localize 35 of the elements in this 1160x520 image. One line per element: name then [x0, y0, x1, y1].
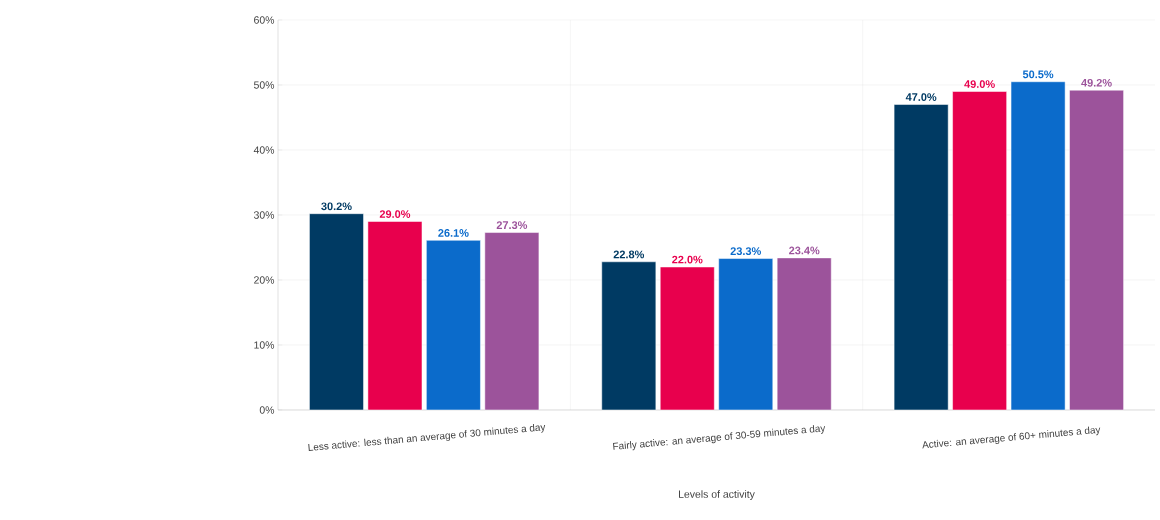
y-tick-label: 40%: [253, 146, 275, 154]
data-label: 50.5%: [1022, 70, 1054, 79]
bar: [659, 266, 715, 411]
data-label: 29.0%: [379, 210, 411, 218]
data-label: 49.2%: [1081, 78, 1112, 87]
bar: [718, 258, 774, 411]
data-label: 27.3%: [496, 221, 528, 230]
bar: [484, 232, 540, 411]
x-tick-label: Less active: less than an average of 30 minutes a day: [308, 424, 546, 451]
bar: [1069, 89, 1124, 411]
y-tick-label: 60%: [254, 16, 275, 24]
y-tick-label: 50%: [253, 81, 275, 89]
bar: [776, 257, 832, 411]
bar: [309, 213, 364, 411]
bar: [367, 221, 423, 411]
y-tick-label: 10%: [254, 341, 275, 349]
y-tick-label: 20%: [254, 276, 275, 284]
data-label: 26.1%: [438, 229, 469, 237]
bar: [426, 240, 481, 411]
data-label: 30.2%: [321, 202, 352, 211]
data-label: 22.8%: [613, 250, 645, 259]
bar: [952, 91, 1007, 411]
data-label: 49.0%: [964, 80, 995, 88]
y-tick-label: 30%: [253, 211, 275, 219]
x-axis-title: Levels of activity: [679, 490, 755, 500]
bar: [1010, 81, 1066, 411]
data-label: 23.3%: [730, 247, 761, 256]
bar: [601, 261, 657, 411]
x-tick-label: Active: an average of 60+ minutes a day: [922, 426, 1101, 449]
bar: [893, 104, 949, 411]
data-label: 23.4%: [789, 246, 820, 255]
data-label: 22.0%: [672, 255, 703, 264]
y-tick-label: 0%: [259, 406, 275, 414]
data-label: 47.0%: [905, 93, 937, 101]
x-tick-label: Fairly active: an average of 30-59 minutes a day: [613, 425, 826, 451]
